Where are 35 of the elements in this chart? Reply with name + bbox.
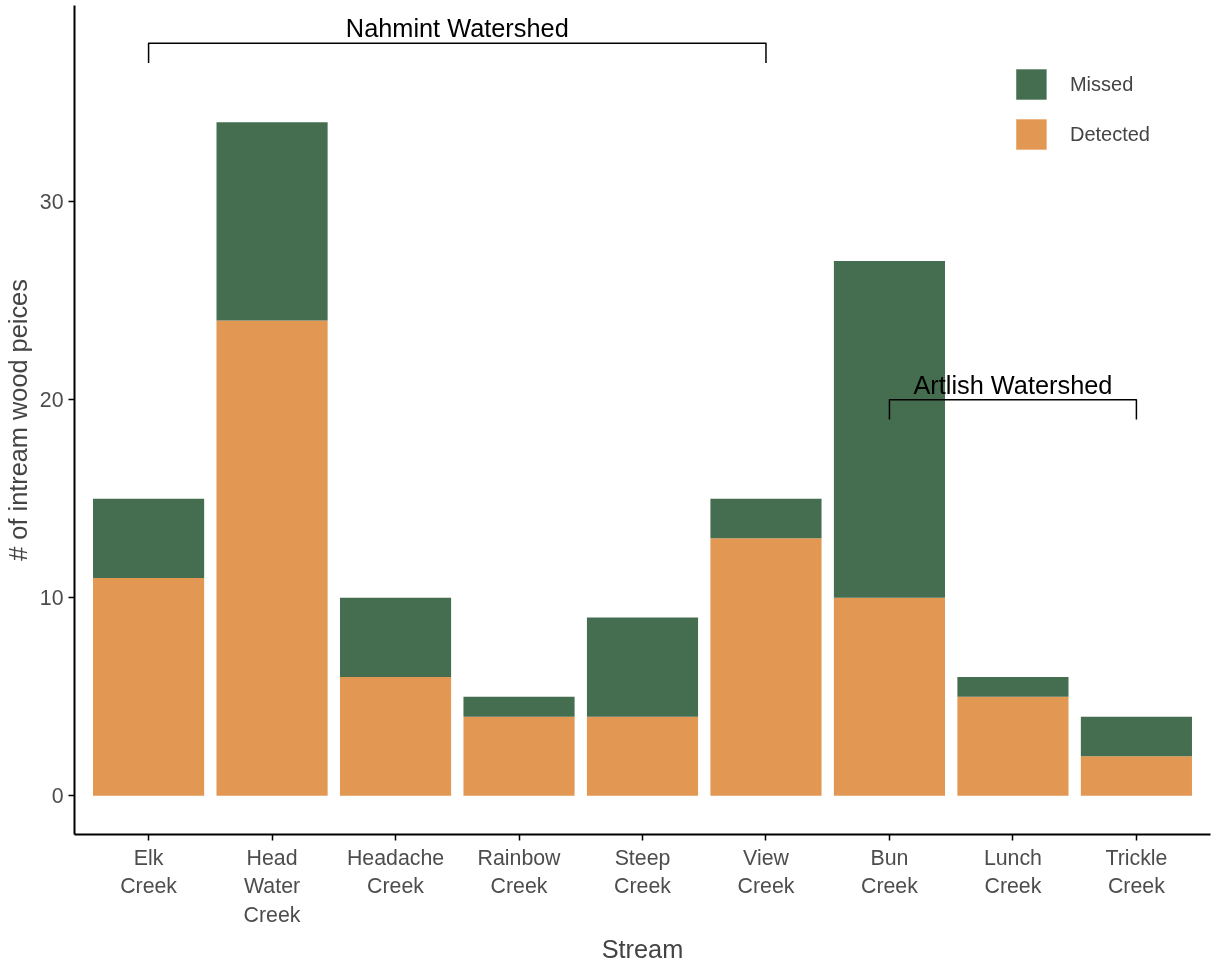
- bar: [463, 696, 575, 717]
- legend-label: Missed: [1069, 72, 1134, 96]
- y-tick-label: 10: [39, 586, 64, 611]
- x-tick-label: Bun Creek: [861, 845, 919, 899]
- bar: [957, 696, 1069, 796]
- bar: [93, 498, 205, 578]
- bar: [93, 577, 205, 796]
- x-tick-label: Trickle Creek: [1105, 845, 1168, 899]
- bar: [339, 597, 452, 678]
- x-tick-label: Rainbow Creek: [477, 845, 562, 899]
- x-tick-label: Lunch Creek: [983, 845, 1042, 899]
- y-tick-label: 0: [51, 784, 64, 809]
- x-tick-label: Steep Creek: [614, 845, 672, 899]
- legend-label: Detected: [1069, 122, 1150, 146]
- bar: [957, 677, 1069, 697]
- series-label: Nahmint Watershed: [345, 14, 569, 43]
- x-tick-label: View Creek: [737, 845, 795, 899]
- bar: [833, 597, 946, 796]
- bar: [339, 677, 452, 796]
- y-tick-label: 30: [39, 190, 64, 215]
- x-tick-label: Headache Creek: [346, 845, 445, 899]
- bar: [216, 320, 328, 796]
- bar: [586, 716, 699, 796]
- bar: [586, 617, 699, 717]
- bar: [710, 498, 822, 539]
- x-tick-label: Elk Creek: [120, 845, 178, 899]
- y-tick-label: 20: [39, 388, 64, 413]
- bar: [216, 122, 328, 321]
- bar: [463, 716, 575, 796]
- x-tick-label: Head Water Creek: [243, 845, 301, 928]
- x-axis-title: Stream: [601, 935, 684, 964]
- bar: [710, 538, 822, 796]
- bar: [1080, 716, 1192, 757]
- bar: [1080, 756, 1192, 796]
- y-axis-title: # of intream wood peices: [3, 279, 32, 561]
